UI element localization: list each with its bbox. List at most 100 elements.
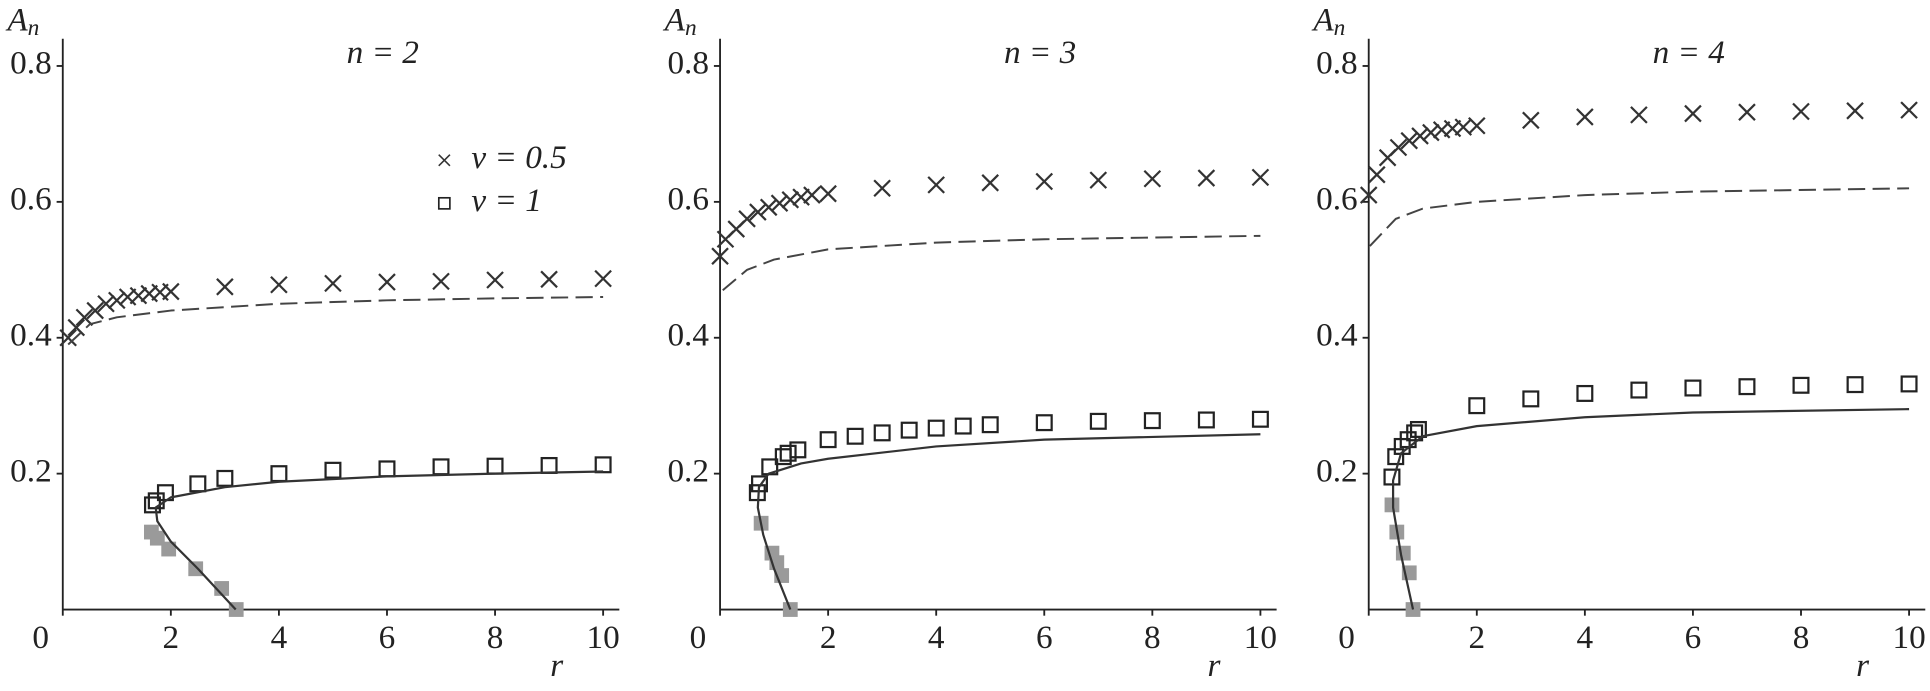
cross-stroke	[59, 328, 77, 347]
cross-marker	[324, 274, 342, 293]
y-axis-label-sub: n	[685, 15, 697, 41]
y-axis-label-base: A	[663, 1, 686, 38]
dashed-line	[1369, 187, 1910, 247]
cross-marker	[1389, 138, 1408, 157]
cross-marker	[1846, 102, 1864, 120]
cross-marker	[1468, 116, 1486, 135]
x-axis-label: r	[1856, 647, 1870, 684]
cross-stroke	[770, 194, 789, 213]
cross-stroke	[216, 278, 234, 296]
cross-marker	[1359, 186, 1378, 204]
cross-stroke	[1143, 169, 1162, 188]
square-marker	[1468, 397, 1486, 415]
y-axis-label: An	[1311, 1, 1345, 41]
cross-marker	[1684, 104, 1702, 123]
cross-stroke	[981, 174, 1000, 192]
square-marker	[789, 441, 807, 459]
y-tick-label: 0.2	[667, 452, 709, 489]
y-tick-label: 0.4	[667, 316, 709, 353]
square-marker	[1792, 376, 1810, 394]
cross-marker	[162, 282, 180, 301]
square-marker	[1089, 412, 1107, 430]
square-marker	[1197, 411, 1215, 429]
x-tick-label: 0	[32, 619, 49, 656]
square-marker	[486, 457, 504, 475]
square-marker	[927, 419, 945, 437]
y-tick-label: 0.6	[667, 180, 709, 217]
cross-stroke	[1197, 169, 1216, 187]
cross-stroke	[1468, 116, 1486, 135]
cross-stroke	[792, 188, 810, 206]
cross-stroke	[486, 271, 504, 289]
cross-marker	[594, 269, 612, 288]
cross-marker	[1576, 108, 1594, 126]
y-tick-label: 0.4	[10, 316, 52, 353]
filled-square-marker	[1384, 497, 1400, 513]
cross-marker	[1368, 165, 1386, 184]
cross-marker	[378, 273, 396, 291]
square-marker	[1251, 410, 1269, 428]
filled-square-marker	[214, 581, 230, 596]
cross-stroke	[1411, 127, 1429, 145]
filled-square-marker	[188, 561, 204, 577]
cross-marker	[270, 275, 288, 294]
square-marker	[1143, 412, 1161, 430]
cross-stroke	[108, 291, 126, 310]
cross-stroke	[1389, 138, 1408, 157]
x-axis-label: r	[1207, 647, 1221, 684]
cross-marker	[1900, 101, 1918, 119]
cross-stroke	[540, 270, 558, 289]
cross-stroke	[1454, 118, 1473, 136]
square-marker	[1846, 376, 1864, 394]
square-marker	[819, 431, 837, 449]
square-marker	[594, 456, 612, 474]
cross-marker	[1792, 102, 1810, 121]
y-axis-label: An	[5, 1, 39, 41]
y-tick-label: 0.8	[667, 45, 709, 82]
square-marker	[1900, 375, 1918, 393]
square-marker	[1684, 379, 1702, 397]
cross-marker	[803, 186, 821, 204]
cross-marker	[770, 194, 789, 213]
x-tick-label: 6	[1036, 619, 1053, 656]
cross-marker	[1411, 127, 1429, 145]
cross-marker	[711, 247, 729, 265]
cross-marker	[129, 286, 148, 305]
cross-marker	[781, 191, 800, 209]
cross-marker	[1630, 106, 1648, 124]
y-tick-label: 0.4	[1316, 316, 1358, 353]
dashed-line	[722, 234, 1261, 291]
cross-stroke	[1900, 101, 1918, 119]
cross-marker	[67, 318, 86, 337]
cross-stroke	[738, 210, 756, 228]
cross-stroke	[432, 272, 450, 291]
cross-stroke	[270, 275, 288, 294]
cross-stroke	[1846, 102, 1864, 120]
y-tick-label: 0.8	[1316, 45, 1358, 82]
legend-label: v = 1	[471, 182, 541, 219]
solid-line	[1391, 408, 1910, 610]
cross-marker	[1035, 172, 1054, 191]
cross-marker	[1400, 131, 1419, 150]
square-marker	[270, 465, 288, 483]
cross-stroke	[67, 318, 86, 337]
cross-stroke	[781, 191, 800, 209]
y-axis-label-base: A	[1311, 1, 1334, 38]
panel-title: n = 4	[1653, 34, 1725, 71]
cross-stroke	[1576, 108, 1594, 126]
cross-stroke	[819, 184, 837, 203]
y-axis-label-sub: n	[1334, 15, 1346, 41]
cross-marker	[759, 198, 778, 217]
cross-marker	[97, 294, 115, 313]
cross-stroke	[759, 198, 778, 217]
cross-stroke	[162, 282, 180, 301]
x-tick-label: 4	[271, 619, 288, 656]
cross-marker	[540, 270, 558, 289]
cross-stroke	[1630, 106, 1648, 124]
x-tick-label: 2	[820, 619, 837, 656]
cross-marker	[819, 184, 837, 203]
cross-stroke	[927, 176, 945, 194]
cross-stroke	[1422, 123, 1440, 142]
